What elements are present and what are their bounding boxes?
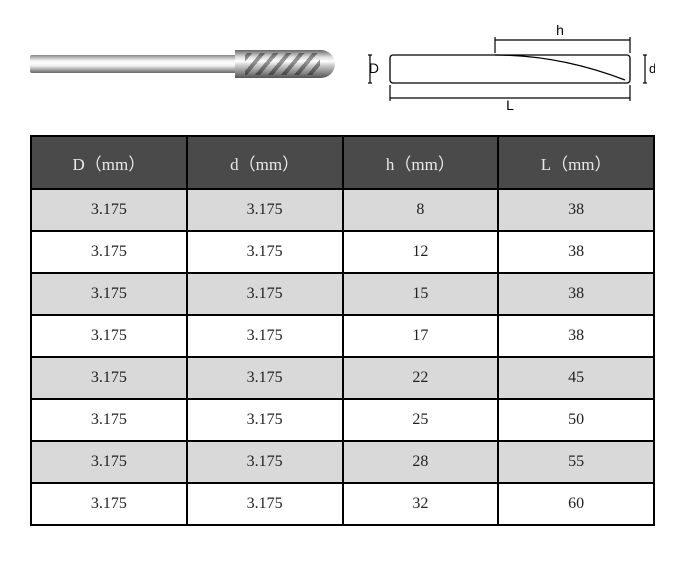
table-row: 3.175 3.175 32 60 xyxy=(31,483,654,525)
table-row: 3.175 3.175 25 50 xyxy=(31,399,654,441)
cell: 25 xyxy=(343,399,499,441)
cell: 3.175 xyxy=(31,483,187,525)
cell: 32 xyxy=(343,483,499,525)
svg-text:h: h xyxy=(556,22,564,38)
cell: 3.175 xyxy=(187,273,343,315)
spec-table: D（mm） d（mm） h（mm） L（mm） 3.175 3.175 8 38… xyxy=(30,135,655,526)
cell: 3.175 xyxy=(187,315,343,357)
cell: 15 xyxy=(343,273,499,315)
cell: 3.175 xyxy=(31,399,187,441)
cell: 3.175 xyxy=(187,483,343,525)
cell: 45 xyxy=(498,357,654,399)
cell: 50 xyxy=(498,399,654,441)
table-row: 3.175 3.175 15 38 xyxy=(31,273,654,315)
tool-photo xyxy=(30,30,340,100)
spec-table-container: D（mm） d（mm） h（mm） L（mm） 3.175 3.175 8 38… xyxy=(30,135,655,526)
col-header-d: d（mm） xyxy=(187,136,343,189)
cell: 3.175 xyxy=(31,273,187,315)
cell: 3.175 xyxy=(31,315,187,357)
cell: 60 xyxy=(498,483,654,525)
cell: 38 xyxy=(498,189,654,231)
table-header-row: D（mm） d（mm） h（mm） L（mm） xyxy=(31,136,654,189)
dimension-diagram: D d h L xyxy=(365,20,655,110)
cell: 55 xyxy=(498,441,654,483)
cell: 3.175 xyxy=(187,189,343,231)
table-body: 3.175 3.175 8 38 3.175 3.175 12 38 3.175… xyxy=(31,189,654,525)
cell: 3.175 xyxy=(187,357,343,399)
cell: 8 xyxy=(343,189,499,231)
table-row: 3.175 3.175 8 38 xyxy=(31,189,654,231)
col-header-L: L（mm） xyxy=(498,136,654,189)
cell: 3.175 xyxy=(31,231,187,273)
table-row: 3.175 3.175 28 55 xyxy=(31,441,654,483)
table-row: 3.175 3.175 17 38 xyxy=(31,315,654,357)
cell: 22 xyxy=(343,357,499,399)
cell: 38 xyxy=(498,315,654,357)
cell: 3.175 xyxy=(31,441,187,483)
tool-flute xyxy=(235,50,335,78)
cell: 3.175 xyxy=(187,399,343,441)
svg-text:D: D xyxy=(369,60,379,76)
cell: 38 xyxy=(498,231,654,273)
svg-text:d: d xyxy=(649,61,655,76)
cell: 3.175 xyxy=(31,189,187,231)
table-row: 3.175 3.175 12 38 xyxy=(31,231,654,273)
cell: 12 xyxy=(343,231,499,273)
cell: 17 xyxy=(343,315,499,357)
col-header-D: D（mm） xyxy=(31,136,187,189)
table-row: 3.175 3.175 22 45 xyxy=(31,357,654,399)
cell: 38 xyxy=(498,273,654,315)
cell: 3.175 xyxy=(187,231,343,273)
cell: 28 xyxy=(343,441,499,483)
cell: 3.175 xyxy=(31,357,187,399)
svg-text:L: L xyxy=(506,97,514,110)
top-illustration-row: D d h L xyxy=(30,20,655,110)
cell: 3.175 xyxy=(187,441,343,483)
tool-shank xyxy=(30,55,240,73)
col-header-h: h（mm） xyxy=(343,136,499,189)
